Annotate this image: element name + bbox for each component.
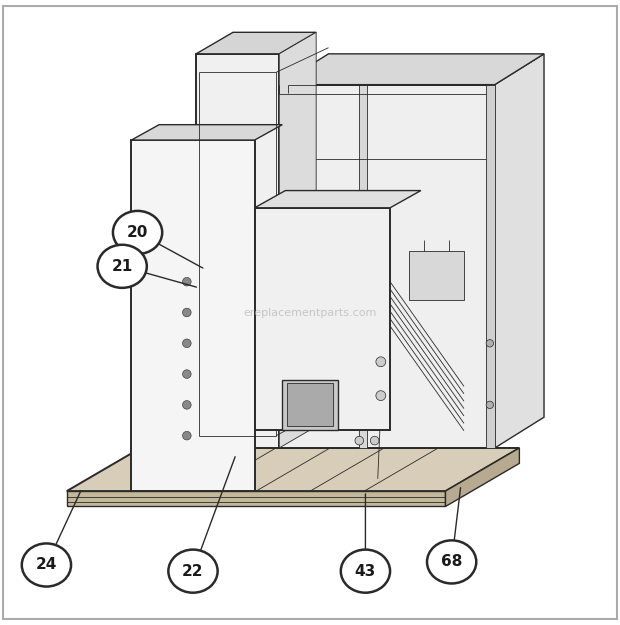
Circle shape — [370, 436, 379, 445]
Circle shape — [486, 339, 494, 347]
Polygon shape — [485, 84, 495, 448]
Text: 24: 24 — [36, 558, 57, 572]
Circle shape — [182, 370, 191, 378]
Polygon shape — [279, 54, 544, 84]
Text: 21: 21 — [112, 259, 133, 274]
Polygon shape — [67, 448, 520, 491]
Polygon shape — [279, 84, 495, 448]
Polygon shape — [255, 191, 421, 208]
Circle shape — [376, 391, 386, 401]
Ellipse shape — [113, 211, 162, 254]
Ellipse shape — [169, 549, 218, 592]
Polygon shape — [279, 32, 316, 448]
Polygon shape — [359, 84, 366, 448]
Polygon shape — [282, 380, 338, 429]
Text: 43: 43 — [355, 564, 376, 579]
Circle shape — [182, 431, 191, 440]
Polygon shape — [67, 491, 446, 506]
Polygon shape — [131, 124, 282, 140]
Polygon shape — [495, 54, 544, 448]
Text: 68: 68 — [441, 554, 463, 569]
Text: 22: 22 — [182, 564, 204, 579]
Ellipse shape — [22, 543, 71, 586]
Text: ereplacementparts.com: ereplacementparts.com — [243, 308, 377, 318]
Circle shape — [376, 357, 386, 367]
Circle shape — [182, 278, 191, 286]
Polygon shape — [196, 32, 316, 54]
Text: 20: 20 — [127, 225, 148, 240]
Circle shape — [486, 401, 494, 409]
Polygon shape — [131, 140, 255, 491]
Polygon shape — [196, 54, 279, 448]
Polygon shape — [287, 383, 333, 426]
Circle shape — [355, 436, 363, 445]
Polygon shape — [446, 448, 520, 506]
Circle shape — [182, 308, 191, 317]
Ellipse shape — [97, 245, 147, 288]
Polygon shape — [409, 251, 464, 300]
Polygon shape — [255, 208, 390, 429]
Circle shape — [182, 401, 191, 409]
Ellipse shape — [427, 541, 476, 584]
Circle shape — [182, 339, 191, 348]
Ellipse shape — [341, 549, 390, 592]
